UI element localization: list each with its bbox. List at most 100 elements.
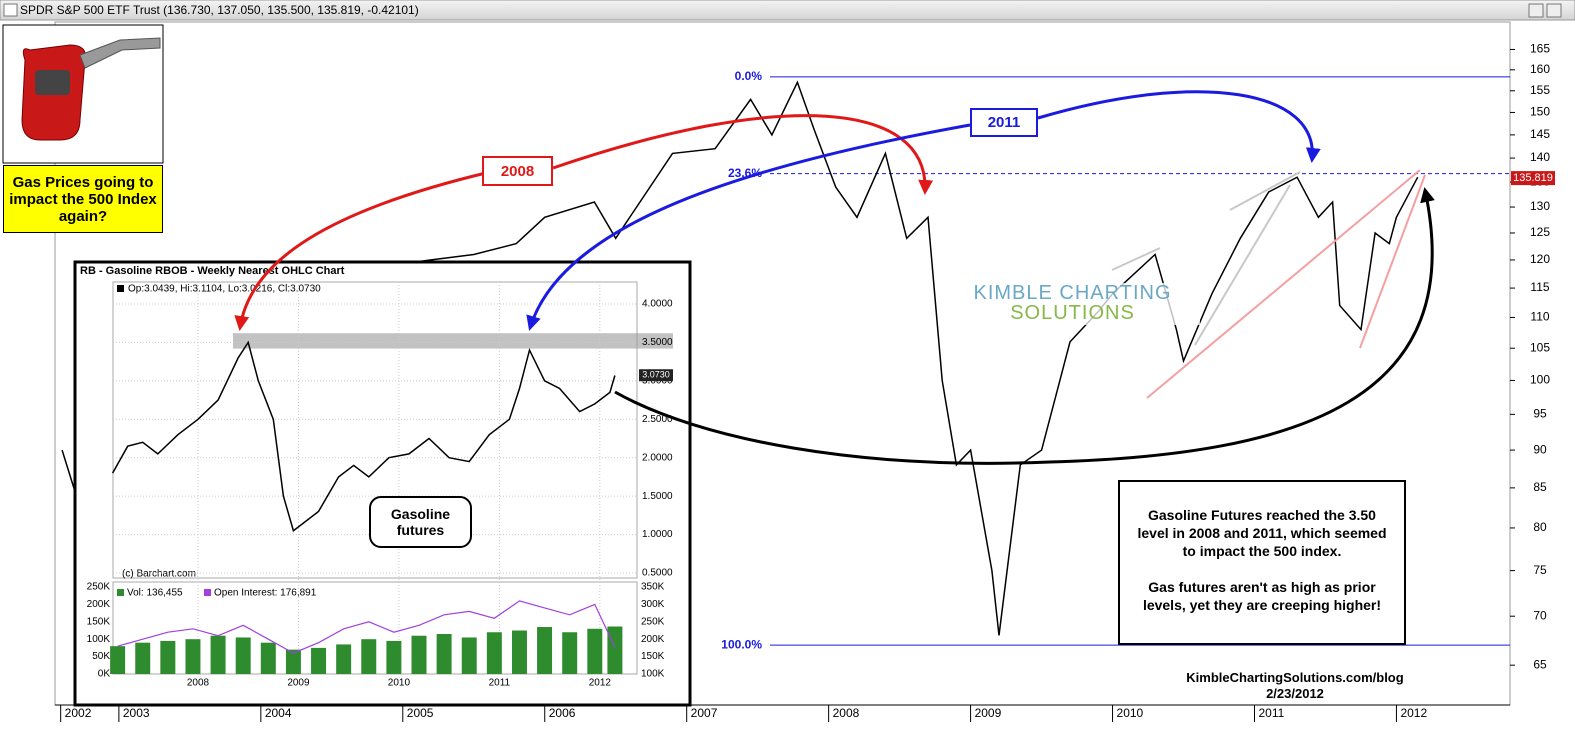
note-text: Gasoline Futures reached the 3.50 level … xyxy=(1137,507,1387,559)
trendlines xyxy=(1111,169,1426,399)
watermark: KIMBLE CHARTING SOLUTIONS xyxy=(945,283,1200,325)
y-tick-label: 1.5000 xyxy=(642,491,673,502)
volume-bar xyxy=(461,637,477,674)
y-tick-label: 155 xyxy=(1530,83,1550,97)
x-tick-label: 2011 xyxy=(1258,706,1284,720)
window-icon xyxy=(3,3,18,17)
volume-bar xyxy=(235,637,251,674)
window-title: SPDR S&P 500 ETF Trust (136.730, 137.050… xyxy=(20,3,419,17)
y-tick-label: 150K xyxy=(87,616,111,627)
callout-2011: 2011 xyxy=(970,108,1038,137)
note-text: Gas futures aren't as high as prior leve… xyxy=(1142,579,1382,613)
price-tag-label: 135.819 xyxy=(1513,172,1553,184)
watermark-text: KIMBLE CHARTING xyxy=(973,282,1172,304)
gas-label: Gasoline futures xyxy=(369,496,472,548)
legend-swatch xyxy=(117,589,124,596)
x-tick-label: 2006 xyxy=(549,706,576,720)
x-tick-label: 2008 xyxy=(833,706,860,720)
volume-bar xyxy=(537,627,553,674)
x-tick-label: 2008 xyxy=(187,678,210,689)
volume-bar xyxy=(110,646,126,674)
x-tick-label: 2002 xyxy=(65,706,92,720)
inset-source: (c) Barchart.com xyxy=(122,569,196,580)
y-tick-label: 70 xyxy=(1533,608,1547,622)
x-tick-label: 2011 xyxy=(489,678,511,689)
legend-label: Open Interest: 176,891 xyxy=(214,588,317,599)
y-tick-label: 0.5000 xyxy=(642,568,673,579)
y-tick-label: 160 xyxy=(1530,62,1550,76)
y-tick-label: 125 xyxy=(1530,225,1550,239)
x-tick-label: 2010 xyxy=(388,678,411,689)
y-tick-label: 140 xyxy=(1530,150,1550,164)
y-tick-label: 110 xyxy=(1530,310,1549,324)
price-tag xyxy=(639,369,673,382)
volume-bar xyxy=(135,642,151,674)
price-line xyxy=(111,340,616,532)
price-tag xyxy=(1511,171,1555,186)
y-tick-label: 150 xyxy=(1530,105,1550,119)
volume-bar xyxy=(486,632,502,674)
volume-bar xyxy=(210,635,226,674)
date: 2/23/2012 xyxy=(1266,686,1324,701)
y-tick-label: 90 xyxy=(1533,442,1547,456)
volume-bar xyxy=(511,630,527,674)
y-tick-label: 0K xyxy=(98,669,111,680)
y-tick-label: 200K xyxy=(87,599,111,610)
y-tick-label: 1.0000 xyxy=(642,529,673,540)
volume-bar xyxy=(587,628,603,674)
legend-swatch xyxy=(204,589,211,596)
arrows xyxy=(234,90,1435,465)
x-tick-label: 2010 xyxy=(1117,706,1144,720)
legend-label: Vol: 136,455 xyxy=(127,588,183,599)
y-tick-label: 85 xyxy=(1533,480,1547,494)
x-tick-label: 2007 xyxy=(691,706,718,720)
x-tick-label: 2005 xyxy=(407,706,434,720)
volume-bar xyxy=(436,633,452,674)
y-tick-label: 100K xyxy=(87,634,111,645)
volume-bar xyxy=(361,639,377,674)
volume-bar xyxy=(607,626,623,674)
x-tick-label: 2012 xyxy=(1400,706,1427,720)
restore-button[interactable] xyxy=(1528,3,1544,18)
x-tick-label: 2009 xyxy=(975,706,1002,720)
callout-2008: 2008 xyxy=(482,156,553,186)
y2-tick-label: 300K xyxy=(641,599,665,610)
y-tick-label: 105 xyxy=(1530,340,1550,354)
y-tick-label: 115 xyxy=(1530,280,1549,294)
x-tick-label: 2003 xyxy=(123,706,150,720)
volume-bar xyxy=(562,632,578,674)
volume-bar xyxy=(260,642,276,674)
y-tick-label: 80 xyxy=(1533,520,1547,534)
y2-tick-label: 150K xyxy=(641,651,665,662)
y-tick-label: 2.5000 xyxy=(642,414,673,425)
x-tick-label: 2004 xyxy=(265,706,292,720)
y-tick-label: 3.5000 xyxy=(642,337,673,348)
x-tick-label: 2012 xyxy=(589,678,612,689)
note-box: Gasoline Futures reached the 3.50 level … xyxy=(1118,480,1406,645)
open-interest-line xyxy=(117,600,616,654)
inset-title: RB - Gasoline RBOB - Weekly Nearest OHLC… xyxy=(80,265,345,277)
price-tag-label: 3.0730 xyxy=(642,370,670,380)
question-box: Gas Prices going to impact the 500 Index… xyxy=(3,165,163,233)
title-bar xyxy=(0,0,1575,21)
watermark-text: SOLUTIONS xyxy=(1010,302,1135,324)
volume-bar xyxy=(285,649,301,674)
legend-swatch xyxy=(117,285,124,292)
volume-bar xyxy=(160,640,176,674)
inset-subtitle: Op:3.0439, Hi:3.1104, Lo:3.0216, Cl:3.07… xyxy=(128,284,321,295)
y-tick-label: 50K xyxy=(92,651,110,662)
y2-tick-label: 250K xyxy=(641,616,665,627)
inset-plot: RB - Gasoline RBOB - Weekly Nearest OHLC… xyxy=(80,265,673,689)
gas-pump-icon xyxy=(2,24,164,164)
y2-tick-label: 200K xyxy=(641,634,665,645)
volume-bar xyxy=(386,640,402,674)
site: KimbleChartingSolutions.com/blog xyxy=(1186,670,1404,685)
y-tick-label: 100 xyxy=(1530,373,1550,387)
volume-bar xyxy=(185,639,201,674)
x-tick-label: 2009 xyxy=(287,678,310,689)
close-button[interactable] xyxy=(1546,3,1562,18)
fib-label: 0.0% xyxy=(735,69,763,83)
y-tick-label: 95 xyxy=(1533,407,1547,421)
y-tick-label: 130 xyxy=(1530,199,1550,213)
volume-bar xyxy=(311,647,327,674)
